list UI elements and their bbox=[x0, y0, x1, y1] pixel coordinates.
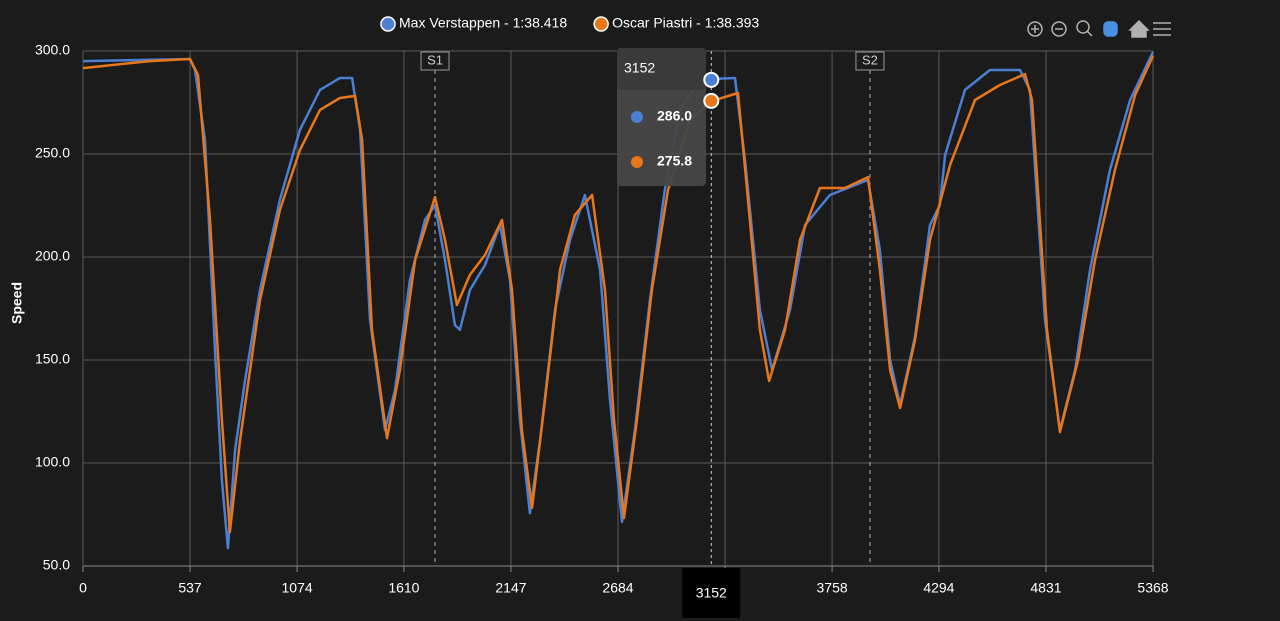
tooltip-title: 3152 bbox=[624, 60, 655, 76]
legend: Max Verstappen - 1:38.418 Oscar Piastri -… bbox=[380, 15, 759, 32]
tooltip-value: 275.8 bbox=[657, 153, 692, 169]
x-tick-label: 0 bbox=[79, 580, 87, 596]
series-line bbox=[82, 51, 1155, 550]
menu-button[interactable] bbox=[1153, 22, 1171, 36]
y-tick-label: 200.0 bbox=[35, 248, 70, 264]
zoom-out-button[interactable] bbox=[1051, 21, 1067, 37]
x-tick-label: 2147 bbox=[495, 580, 526, 596]
y-tick-label: 250.0 bbox=[35, 145, 70, 161]
legend-marker bbox=[593, 16, 609, 32]
crosshair-label: 3152 bbox=[696, 585, 727, 601]
crosshair-label-box bbox=[682, 568, 741, 618]
sector-label: S2 bbox=[862, 52, 878, 67]
y-tick-label: 100.0 bbox=[35, 454, 70, 470]
toolbar bbox=[1027, 19, 1171, 38]
tooltip-marker bbox=[631, 156, 643, 168]
sector-label: S1 bbox=[427, 52, 443, 67]
tooltip-marker bbox=[631, 111, 643, 123]
sector-label-box bbox=[855, 51, 885, 71]
x-tick-label: 3758 bbox=[817, 580, 848, 596]
legend-item[interactable]: Oscar Piastri - 1:38.393 bbox=[593, 15, 759, 32]
x-tick-label: 537 bbox=[178, 580, 202, 596]
sector-label-box bbox=[420, 51, 450, 71]
legend-item[interactable]: Max Verstappen - 1:38.418 bbox=[380, 15, 567, 32]
x-tick-label: 1610 bbox=[388, 580, 419, 596]
legend-marker bbox=[380, 16, 396, 32]
reset-button[interactable] bbox=[1128, 19, 1150, 38]
y-axis-label: Speed bbox=[9, 282, 25, 324]
pan-button[interactable] bbox=[1103, 21, 1118, 37]
x-tick-label: 2684 bbox=[602, 580, 633, 596]
zoom-selection-button[interactable] bbox=[1076, 20, 1093, 37]
legend-label: Oscar Piastri - 1:38.393 bbox=[612, 15, 759, 31]
y-tick-label: 300.0 bbox=[35, 42, 70, 58]
hover-point bbox=[703, 71, 720, 88]
series-line bbox=[82, 55, 1155, 534]
y-tick-label: 50.0 bbox=[43, 557, 70, 573]
y-tick-label: 150.0 bbox=[35, 351, 70, 367]
tooltip-header bbox=[617, 48, 706, 90]
hover-point bbox=[703, 92, 720, 109]
x-tick-label: 4294 bbox=[923, 580, 954, 596]
zoom-in-button[interactable] bbox=[1027, 21, 1043, 37]
x-tick-label: 4831 bbox=[1030, 580, 1061, 596]
x-tick-label: 1074 bbox=[282, 580, 313, 596]
x-tick-label: 5368 bbox=[1137, 580, 1168, 596]
legend-label: Max Verstappen - 1:38.418 bbox=[399, 15, 567, 31]
tooltip-value: 286.0 bbox=[657, 108, 692, 124]
